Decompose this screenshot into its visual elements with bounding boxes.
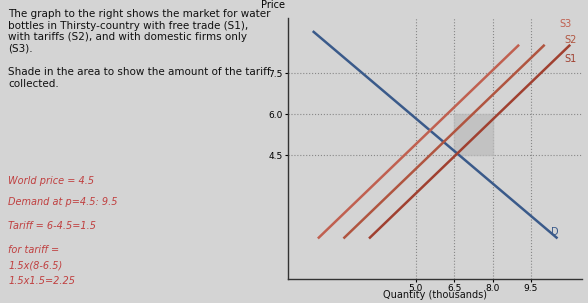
- Y-axis label: Price: Price: [262, 0, 285, 10]
- Text: S3: S3: [559, 19, 572, 29]
- Text: World price = 4.5: World price = 4.5: [8, 176, 95, 186]
- Text: for tariff =: for tariff =: [8, 245, 59, 255]
- Text: Quantity (thousands): Quantity (thousands): [383, 290, 487, 300]
- Text: Demand at p=4.5: 9.5: Demand at p=4.5: 9.5: [8, 197, 118, 207]
- Text: 1.5x1.5=2.25: 1.5x1.5=2.25: [8, 276, 75, 286]
- Text: Tariff = 6-4.5=1.5: Tariff = 6-4.5=1.5: [8, 221, 96, 231]
- Text: S1: S1: [564, 54, 576, 64]
- Text: S2: S2: [564, 35, 577, 45]
- Text: 1.5x(8-6.5): 1.5x(8-6.5): [8, 261, 63, 271]
- Text: D: D: [552, 227, 559, 237]
- Text: The graph to the right shows the market for water
bottles in Thirsty-country wit: The graph to the right shows the market …: [8, 9, 271, 89]
